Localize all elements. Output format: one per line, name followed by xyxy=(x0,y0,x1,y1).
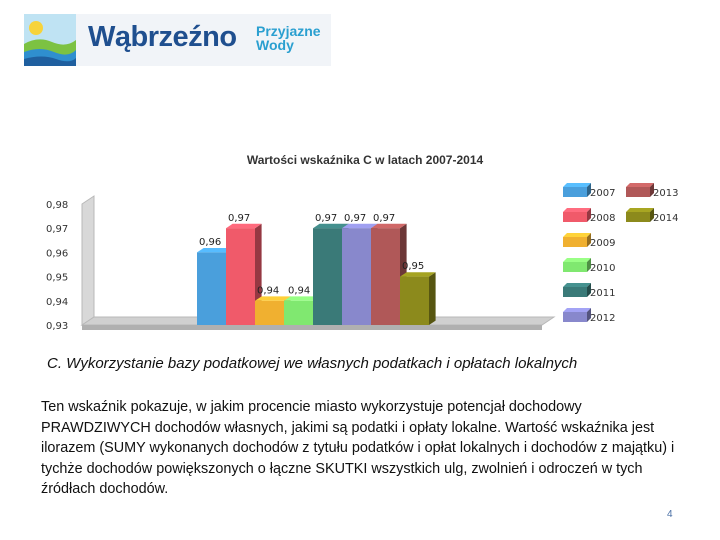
section-heading: C. Wykorzystanie bazy podatkowej we włas… xyxy=(47,355,578,372)
legend-swatch-top xyxy=(626,208,654,212)
legend-swatch-side xyxy=(587,308,591,322)
bar-side xyxy=(429,272,436,325)
legend-label: 2007 xyxy=(590,188,615,199)
data-label: 0,96 xyxy=(199,237,221,248)
legend-swatch-top xyxy=(563,233,591,237)
body-paragraph: Ten wskaźnik pokazuje, w jakim procencie… xyxy=(41,399,675,497)
page-number: 4 xyxy=(667,509,673,520)
bar xyxy=(342,228,371,325)
data-label: 0,95 xyxy=(402,261,424,272)
y-tick-label: 0,95 xyxy=(46,273,68,284)
data-label: 0,97 xyxy=(373,213,395,224)
bar xyxy=(400,276,429,325)
legend-swatch-side xyxy=(587,183,591,197)
legend-swatch xyxy=(563,237,587,247)
chart: Wartości wskaźnika C w latach 2007-2014 … xyxy=(0,140,720,350)
legend-swatch-top xyxy=(563,283,591,287)
chart-floor-edge xyxy=(82,325,542,330)
bar xyxy=(226,228,255,325)
chart-plot: 0,93 0,94 0,95 0,96 0,97 0,98 0,96 0,97 0,94 0,94… xyxy=(46,183,678,332)
logo: Wąbrzeźno Przyjazne Wody xyxy=(24,14,331,66)
y-tick-label: 0,98 xyxy=(46,200,68,211)
legend-swatch-side xyxy=(587,258,591,272)
legend-swatch xyxy=(563,212,587,222)
logo-name: Wąbrzeźno xyxy=(88,21,237,53)
bar-top xyxy=(284,296,320,301)
y-tick-label: 0,93 xyxy=(46,321,68,332)
legend-label: 2012 xyxy=(590,313,615,324)
data-label: 0,94 xyxy=(257,285,279,296)
bar-top xyxy=(255,296,291,301)
legend-swatch-side xyxy=(650,208,654,222)
bar-top xyxy=(226,223,262,229)
legend-swatch-side xyxy=(587,283,591,297)
chart-left-wall xyxy=(81,195,95,326)
bar xyxy=(255,300,284,325)
bar-top xyxy=(342,223,378,229)
legend-label: 2008 xyxy=(590,213,615,224)
bar xyxy=(371,228,400,325)
legend-swatch xyxy=(626,187,650,197)
legend-swatch-top xyxy=(626,183,654,187)
legend-swatch-top xyxy=(563,183,591,187)
legend-swatch xyxy=(563,312,587,322)
legend-swatch-side xyxy=(587,208,591,222)
y-tick-label: 0,96 xyxy=(46,248,68,259)
y-tick-label: 0,97 xyxy=(46,224,68,235)
legend-swatch xyxy=(563,187,587,197)
data-label: 0,97 xyxy=(344,213,366,224)
legend-label: 2011 xyxy=(590,288,615,299)
landscape-icon xyxy=(24,14,76,66)
logo-tagline: Przyjazne xyxy=(256,23,321,39)
legend-label: 2009 xyxy=(590,238,615,249)
bar-top xyxy=(313,223,349,229)
legend-swatch xyxy=(563,287,587,297)
bar-top xyxy=(400,272,436,277)
logo-tagline-2: Wody xyxy=(256,37,294,53)
bar-top xyxy=(371,223,407,229)
legend-swatch xyxy=(626,212,650,222)
legend-swatch xyxy=(563,262,587,272)
legend-swatch-top xyxy=(563,208,591,212)
data-label: 0,97 xyxy=(228,213,250,224)
legend-swatch-side xyxy=(587,233,591,247)
legend-swatch-top xyxy=(563,258,591,262)
legend-label: 2014 xyxy=(653,213,678,224)
legend-label: 2010 xyxy=(590,263,615,274)
legend-swatch-top xyxy=(563,308,591,312)
y-tick-label: 0,94 xyxy=(46,297,68,308)
legend-swatch-side xyxy=(650,183,654,197)
bar-top xyxy=(197,248,233,253)
data-label: 0,94 xyxy=(288,285,310,296)
bar xyxy=(197,252,226,325)
bar xyxy=(284,300,313,325)
bar xyxy=(313,228,342,325)
data-label: 0,97 xyxy=(315,213,337,224)
legend-label: 2013 xyxy=(653,188,678,199)
chart-title: Wartości wskaźnika C w latach 2007-2014 xyxy=(246,153,484,167)
